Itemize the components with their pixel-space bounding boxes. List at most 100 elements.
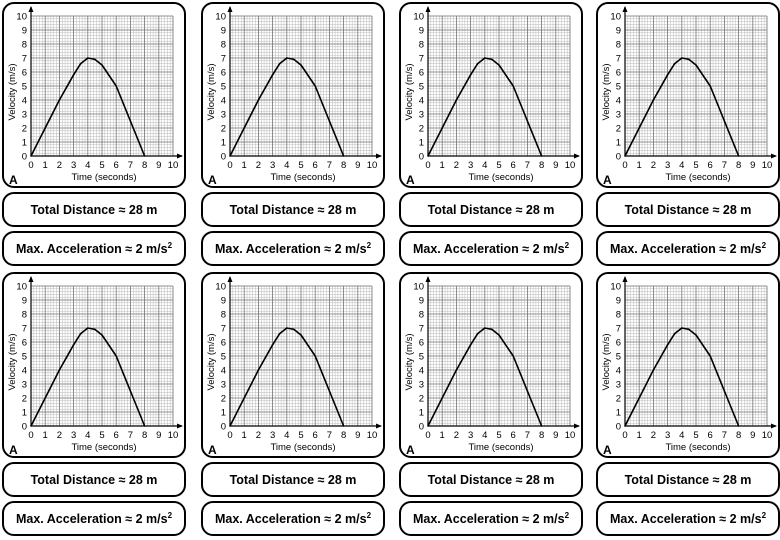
total-distance-card: Total Distance ≈ 28 m — [2, 192, 186, 227]
y-tick-label: 0 — [616, 422, 621, 433]
x-tick-label: 5 — [99, 160, 104, 171]
velocity-point — [115, 355, 117, 357]
x-tick-label: 7 — [525, 160, 530, 171]
y-axis-label: Velocity (m/s) — [7, 63, 18, 120]
velocity-point — [709, 355, 711, 357]
card-letter: A — [9, 443, 18, 457]
y-tick-label: 9 — [419, 296, 424, 307]
velocity-point — [79, 62, 82, 65]
velocity-point — [673, 62, 676, 65]
y-axis-label: Velocity (m/s) — [404, 63, 415, 120]
y-tick-label: 10 — [610, 12, 621, 23]
y-axis-label: Velocity (m/s) — [601, 63, 612, 120]
x-tick-label: 3 — [71, 430, 76, 441]
total-distance-text: Total Distance ≈ 28 m — [427, 202, 555, 217]
x-tick-label: 6 — [511, 160, 516, 171]
max-acceleration-card: Max. Acceleration ≈ 2 m/s2 — [201, 501, 385, 536]
y-tick-label: 9 — [22, 26, 27, 37]
y-tick-label: 2 — [419, 124, 424, 135]
x-tick-label: 9 — [553, 430, 558, 441]
y-axis-arrow — [28, 276, 34, 282]
velocity-point — [342, 425, 345, 427]
y-axis-arrow — [425, 6, 431, 12]
y-tick-label: 10 — [413, 12, 424, 23]
x-tick-label: 6 — [708, 160, 713, 171]
y-axis-arrow — [227, 6, 233, 12]
total-distance-text: Total Distance ≈ 28 m — [427, 472, 555, 487]
velocity-point — [44, 127, 46, 129]
y-tick-label: 8 — [221, 40, 226, 51]
velocity-point — [427, 155, 429, 157]
graph-card: 0 1 2 3 4 5 6 7 8 9 10 0 1 2 3 4 5 6 7 8 9 10 Time (seconds) Ve… — [596, 2, 780, 188]
velocity-point — [695, 334, 697, 336]
max-acceleration-exponent: 2 — [761, 240, 767, 250]
velocity-point — [526, 390, 529, 392]
velocity-point — [129, 120, 132, 122]
velocity-point — [328, 390, 331, 392]
y-tick-label: 9 — [221, 26, 226, 37]
velocity-point — [243, 127, 245, 129]
x-tick-label: 4 — [482, 160, 487, 171]
max-acceleration-value: Max. Acceleration ≈ 2 m/s — [412, 241, 565, 256]
max-acceleration-text: Max. Acceleration ≈ 2 m/s2 — [413, 510, 570, 526]
x-tick-label: 9 — [553, 160, 558, 171]
x-axis-label: Time (seconds) — [468, 172, 533, 183]
x-tick-label: 3 — [665, 430, 670, 441]
x-tick-label: 9 — [355, 430, 360, 441]
x-axis-label: Time (seconds) — [665, 442, 730, 453]
max-acceleration-card: Max. Acceleration ≈ 2 m/s2 — [596, 501, 780, 536]
total-distance-text: Total Distance ≈ 28 m — [30, 202, 158, 217]
velocity-point — [681, 57, 683, 59]
y-tick-label: 7 — [22, 324, 27, 335]
y-tick-label: 4 — [419, 366, 424, 377]
velocity-point — [638, 397, 640, 399]
x-tick-label: 1 — [43, 160, 48, 171]
y-tick-label: 3 — [22, 380, 27, 391]
y-axis-arrow — [425, 276, 431, 282]
x-tick-label: 2 — [454, 430, 459, 441]
major-grid — [624, 15, 768, 157]
velocity-point — [72, 344, 75, 346]
velocity-point — [666, 74, 669, 76]
velocity-point — [94, 58, 96, 61]
x-tick-label: 7 — [128, 160, 133, 171]
graph-card: 0 1 2 3 4 5 6 7 8 9 10 0 1 2 3 4 5 6 7 8 9 10 Time (seconds) Ve… — [399, 2, 583, 188]
x-tick-label: 0 — [622, 430, 627, 441]
card-letter: A — [406, 443, 415, 457]
x-tick-label: 6 — [114, 430, 119, 441]
y-tick-label: 2 — [616, 394, 621, 405]
velocity-point — [30, 155, 32, 157]
total-distance-card: Total Distance ≈ 28 m — [201, 462, 385, 497]
max-acceleration-exponent: 2 — [366, 240, 372, 250]
max-acceleration-exponent: 2 — [564, 510, 570, 520]
y-tick-label: 1 — [419, 138, 424, 149]
max-acceleration-exponent: 2 — [366, 510, 372, 520]
x-tick-label: 4 — [284, 160, 289, 171]
max-acceleration-exponent: 2 — [167, 240, 173, 250]
y-tick-label: 10 — [610, 282, 621, 293]
x-tick-label: 5 — [496, 160, 501, 171]
velocity-point — [491, 328, 493, 331]
max-acceleration-card: Max. Acceleration ≈ 2 m/s2 — [201, 231, 385, 266]
x-tick-label: 8 — [736, 430, 741, 441]
y-tick-label: 4 — [419, 96, 424, 107]
y-tick-label: 9 — [616, 296, 621, 307]
x-axis-label: Time (seconds) — [71, 442, 136, 453]
y-tick-label: 8 — [221, 310, 226, 321]
velocity-point — [427, 425, 429, 427]
max-acceleration-text: Max. Acceleration ≈ 2 m/s2 — [16, 240, 173, 256]
y-tick-label: 0 — [419, 152, 424, 163]
velocity-point — [709, 85, 711, 87]
y-tick-label: 3 — [221, 380, 226, 391]
total-distance-text: Total Distance ≈ 28 m — [30, 472, 158, 487]
velocity-point — [540, 425, 543, 427]
major-grid — [30, 285, 174, 427]
x-axis-label: Time (seconds) — [665, 172, 730, 183]
velocity-point — [286, 57, 288, 59]
max-acceleration-value: Max. Acceleration ≈ 2 m/s — [214, 241, 367, 256]
y-tick-label: 8 — [419, 40, 424, 51]
x-tick-label: 10 — [367, 430, 378, 441]
y-tick-label: 0 — [22, 422, 27, 433]
